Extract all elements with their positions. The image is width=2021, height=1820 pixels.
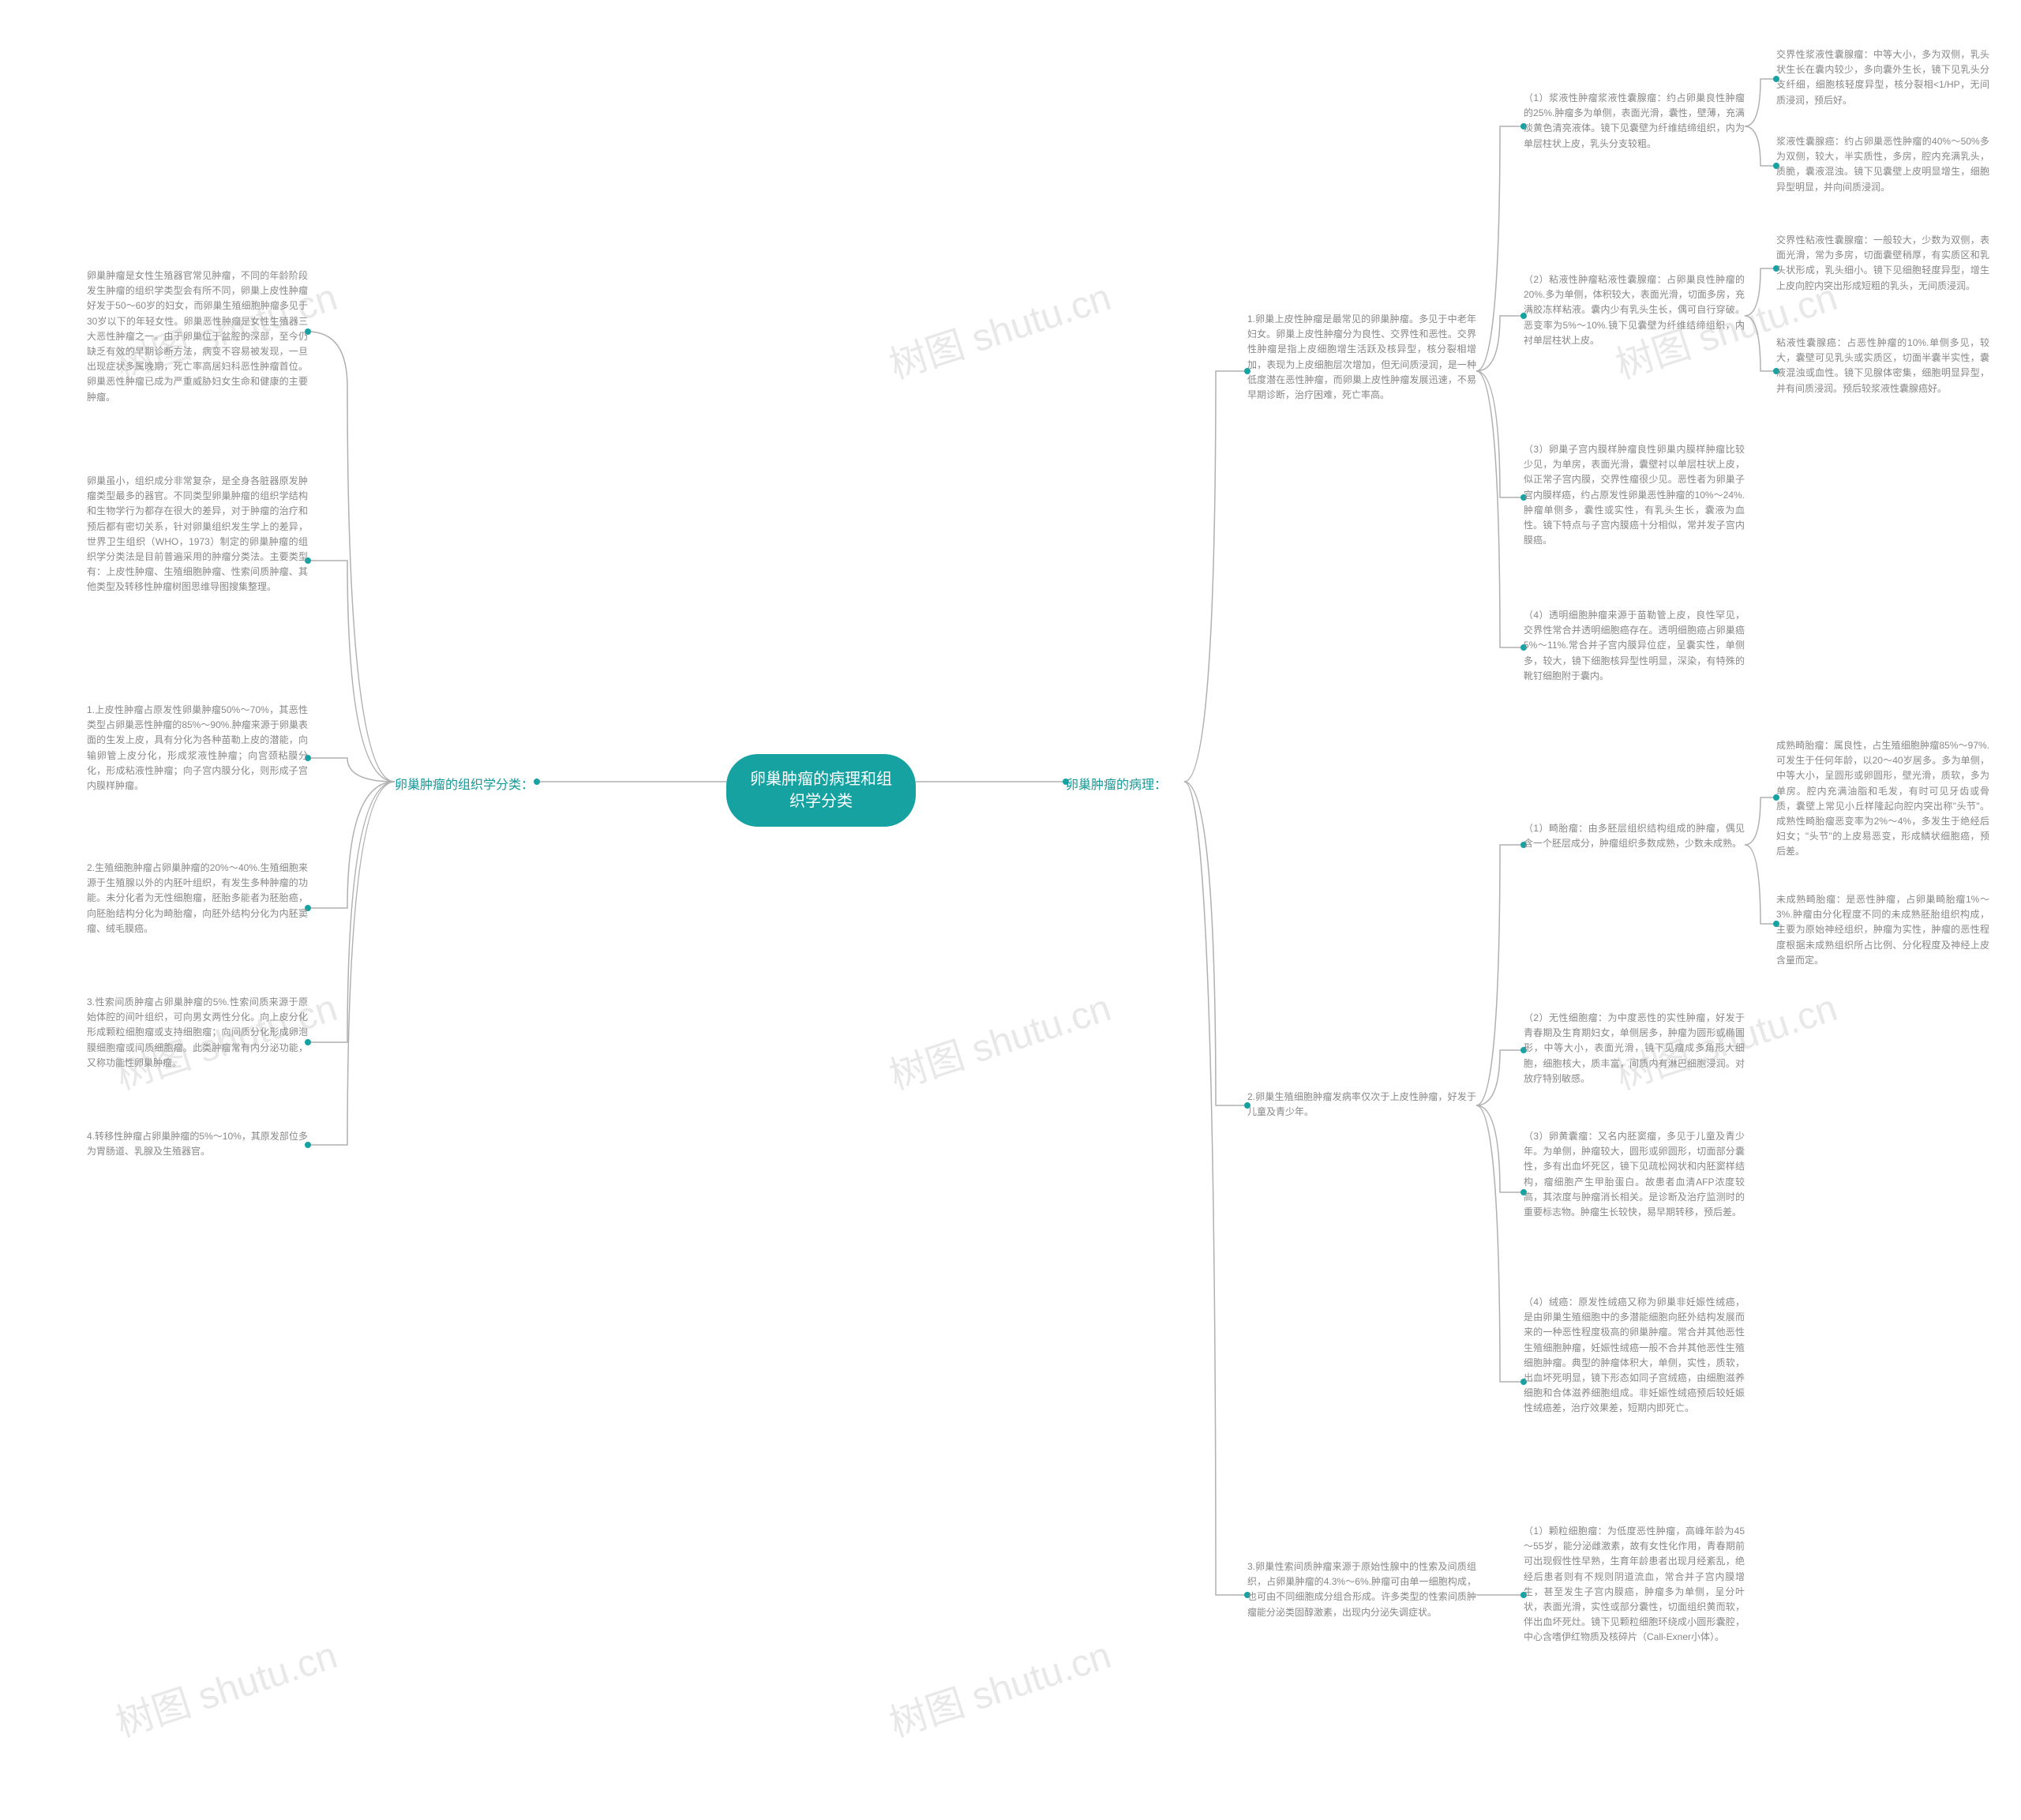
center-node: 卵巢肿瘤的病理和组织学分类 — [726, 754, 916, 827]
left-intro2: 卵巢虽小，组织成分非常复杂，是全身各脏器原发肿瘤类型最多的器官。不同类型卵巢肿瘤… — [87, 474, 308, 595]
group2-sub1: （1）畸胎瘤：由多胚层组织结构组成的肿瘤，偶见含一个胚层成分，肿瘤组织多数成熟，… — [1524, 821, 1745, 851]
group1-sub1: （1）浆液性肿瘤浆液性囊腺瘤：约占卵巢良性肿瘤的25%.肿瘤多为单侧，表面光滑，… — [1524, 91, 1745, 152]
right-branch-label: 卵巢肿瘤的病理： — [1066, 774, 1167, 793]
group1-sub1a: 交界性浆液性囊腺瘤：中等大小，多为双侧，乳头状生长在囊内较少，多向囊外生长，镜下… — [1776, 47, 1989, 108]
group3-main: 3.卵巢性索间质肿瘤来源于原始性腺中的性索及间质组织，占卵巢肿瘤的4.3%～6%… — [1247, 1559, 1476, 1620]
left-item3: 3.性索间质肿瘤占卵巢肿瘤的5%.性索间质来源于原始体腔的间叶组织，可向男女两性… — [87, 995, 308, 1071]
watermark: 树图 shutu.cn — [881, 977, 1116, 1100]
group1-sub3: （3）卵巢子宫内膜样肿瘤良性卵巢内膜样肿瘤比较少见，为单房，表面光滑，囊壁衬以单… — [1524, 442, 1745, 548]
group2-sub4: （4）绒癌：原发性绒癌又称为卵巢非妊娠性绒癌，是由卵巢生殖细胞中的多潜能细胞向胚… — [1524, 1295, 1745, 1417]
watermark: 树图 shutu.cn — [881, 1624, 1116, 1747]
group2-main: 2.卵巢生殖细胞肿瘤发病率仅次于上皮性肿瘤，好发于儿童及青少年。 — [1247, 1090, 1476, 1120]
group2-sub3: （3）卵黄囊瘤：又名内胚窦瘤，多见于儿童及青少年。为单侧，肿瘤较大，圆形或卵圆形… — [1524, 1129, 1745, 1220]
group2-sub2: （2）无性细胞瘤：为中度恶性的实性肿瘤，好发于青春期及生育期妇女，单侧居多，肿瘤… — [1524, 1011, 1745, 1086]
group1-main: 1.卵巢上皮性肿瘤是最常见的卵巢肿瘤。多见于中老年妇女。卵巢上皮性肿瘤分为良性、… — [1247, 312, 1476, 403]
watermark: 树图 shutu.cn — [107, 1624, 343, 1747]
group1-sub4: （4）透明细胞肿瘤来源于苗勒管上皮，良性罕见，交界性常合并透明细胞癌存在。透明细… — [1524, 608, 1745, 684]
group1-sub2: （2）粘液性肿瘤粘液性囊腺瘤：占卵巢良性肿瘤的20%.多为单侧，体积较大，表面光… — [1524, 272, 1745, 348]
left-intro1: 卵巢肿瘤是女性生殖器官常见肿瘤，不同的年龄阶段发生肿瘤的组织学类型会有所不同，卵… — [87, 268, 308, 405]
group2-sub1b: 未成熟畸胎瘤：是恶性肿瘤，占卵巢畸胎瘤1%～3%.肿瘤由分化程度不同的未成熟胚胎… — [1776, 892, 1989, 968]
group1-sub2a: 交界性粘液性囊腺瘤：一般较大，少数为双侧，表面光滑，常为多房，切面囊壁稍厚，有实… — [1776, 233, 1989, 294]
watermark: 树图 shutu.cn — [881, 266, 1116, 389]
group3-sub1: （1）颗粒细胞瘤：为低度恶性肿瘤，高峰年龄为45～55岁，能分泌雌激素，故有女性… — [1524, 1524, 1745, 1646]
left-item1: 1.上皮性肿瘤占原发性卵巢肿瘤50%～70%，其恶性类型占卵巢恶性肿瘤的85%～… — [87, 703, 308, 794]
group1-sub2b: 粘液性囊腺癌：占恶性肿瘤的10%.单侧多见，较大，囊壁可见乳头或实质区，切面半囊… — [1776, 336, 1989, 396]
group2-sub1a: 成熟畸胎瘤：属良性，占生殖细胞肿瘤85%～97%.可发生于任何年龄，以20～40… — [1776, 738, 1989, 860]
left-item4: 4.转移性肿瘤占卵巢肿瘤的5%～10%，其原发部位多为胃肠道、乳腺及生殖器官。 — [87, 1129, 308, 1159]
left-item2: 2.生殖细胞肿瘤占卵巢肿瘤的20%～40%.生殖细胞来源于生殖腺以外的内胚叶组织… — [87, 861, 308, 936]
group1-sub1b: 浆液性囊腺癌：约占卵巢恶性肿瘤的40%～50%多为双侧，较大，半实质性，多房，腔… — [1776, 134, 1989, 195]
left-branch-label: 卵巢肿瘤的组织学分类： — [395, 774, 534, 793]
